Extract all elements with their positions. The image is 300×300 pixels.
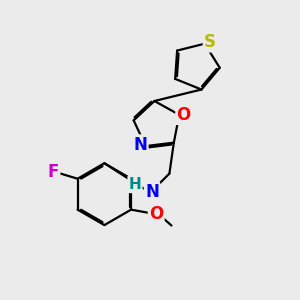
Text: N: N <box>145 183 159 201</box>
Text: F: F <box>48 163 59 181</box>
Text: S: S <box>204 33 216 51</box>
Text: N: N <box>134 136 147 154</box>
Text: O: O <box>149 205 163 223</box>
Text: H: H <box>129 177 141 192</box>
Text: O: O <box>176 106 191 124</box>
